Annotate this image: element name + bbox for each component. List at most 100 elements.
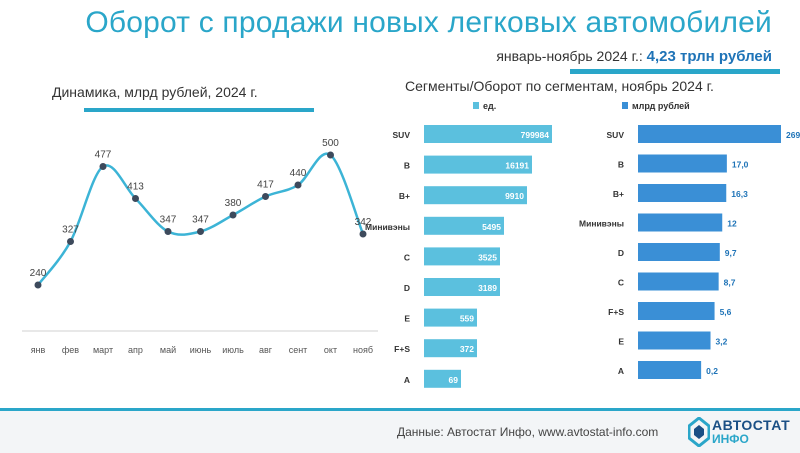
- bar: [638, 184, 727, 202]
- line-value-label: 380: [225, 198, 242, 209]
- x-tick-label: апр: [128, 345, 143, 355]
- bar-value-label: 9,7: [725, 248, 737, 258]
- line-point: [229, 211, 237, 219]
- bar: [424, 155, 532, 174]
- period-label: январь-ноябрь 2024 г.:: [496, 48, 647, 64]
- bar-category-label: SUV: [607, 130, 625, 140]
- source-text: Данные: Автостат Инфо, www.avtostat-info…: [397, 425, 659, 439]
- bar-value-label: 0,2: [706, 366, 718, 376]
- bar-category-label: A: [618, 366, 624, 376]
- bar-value-label: 799984: [521, 130, 550, 140]
- bar: [424, 186, 527, 205]
- bar-value-label: 5,6: [720, 307, 732, 317]
- line-value-label: 240: [30, 268, 47, 279]
- bar: [638, 331, 711, 350]
- bar: [638, 272, 719, 291]
- bar-category-label: F+S: [394, 344, 410, 354]
- line-value-label: 440: [290, 168, 307, 179]
- x-tick-label: март: [93, 345, 113, 355]
- bar: [424, 339, 477, 358]
- x-tick-label: июль: [222, 345, 244, 355]
- bar-value-label: 3525: [478, 252, 497, 262]
- logo-line-2: ИНФО: [712, 432, 749, 446]
- x-tick-label: май: [160, 345, 176, 355]
- line-point: [99, 163, 107, 170]
- line-point: [294, 181, 302, 189]
- line-value-label: 413: [127, 182, 144, 193]
- legend-swatch: [622, 102, 628, 109]
- bar-category-label: F+S: [608, 307, 624, 317]
- line-value-label: 417: [257, 180, 274, 191]
- line-point: [359, 230, 367, 238]
- bar-value-label: 17,0: [732, 160, 749, 170]
- bar-category-label: D: [618, 248, 624, 258]
- footer-divider: [0, 408, 800, 411]
- bar-category-label: B: [404, 161, 410, 171]
- bar-charts-title: Сегменты/Оборот по сегментам, ноябрь 202…: [405, 78, 714, 94]
- bar: [424, 216, 504, 235]
- x-tick-label: июнь: [190, 345, 212, 355]
- bar-category-label: A: [404, 375, 410, 385]
- line-value-label: 500: [322, 138, 339, 149]
- bar-category-label: B+: [613, 189, 624, 199]
- bar-value-label: 12: [727, 219, 737, 229]
- x-tick-label: нояб: [353, 345, 373, 355]
- page-title: Оборот с продажи новых легковых автомоби…: [85, 6, 772, 39]
- bar-category-label: C: [404, 252, 410, 262]
- avtostat-logo: АВТОСТАТ ИНФО: [688, 414, 794, 450]
- line-point: [132, 195, 139, 202]
- x-tick-label: авг: [259, 345, 273, 355]
- line-chart-title: Динамика, млрд рублей, 2024 г.: [52, 84, 258, 100]
- logo-line-1: АВТОСТАТ: [712, 417, 791, 433]
- logo-mark-icon: [688, 417, 710, 447]
- line-point: [197, 228, 204, 235]
- bar-category-label: B: [618, 160, 624, 170]
- total-value: 4,23 трлн рублей: [646, 48, 772, 65]
- bar-value-label: 3,2: [716, 337, 728, 347]
- x-tick-label: сент: [289, 345, 308, 355]
- bar: [424, 308, 477, 327]
- bar-value-label: 5495: [482, 222, 501, 232]
- charts-canvas: 240 янв 327 фев 477 март 413 апр 347 май 347 июнь 38…: [22, 101, 800, 388]
- x-tick-label: фев: [62, 345, 79, 355]
- line-value-label: 342: [355, 217, 372, 228]
- bar-value-label: 559: [460, 314, 474, 324]
- line-value-label: 327: [62, 225, 79, 236]
- x-tick-label: янв: [31, 345, 46, 355]
- line-point: [327, 151, 334, 159]
- bar-value-label: 372: [460, 344, 474, 354]
- legend-label: млрд рублей: [632, 101, 690, 111]
- bar: [424, 125, 552, 143]
- bar: [638, 243, 720, 261]
- bar-category-label: B+: [399, 191, 410, 201]
- bar: [424, 369, 461, 388]
- footer: [0, 411, 800, 453]
- x-tick-label: окт: [324, 345, 337, 355]
- legend-label: ед.: [483, 101, 496, 111]
- line-point: [34, 281, 42, 289]
- bar-value-label: 8,7: [724, 278, 736, 288]
- line-value-label: 347: [160, 215, 177, 226]
- bar: [638, 302, 715, 320]
- legend-swatch: [473, 102, 479, 109]
- bar: [638, 125, 781, 143]
- line-point: [67, 238, 74, 245]
- bar-value-label: 9910: [505, 191, 524, 201]
- bar-category-label: E: [618, 337, 624, 347]
- line-value-label: 477: [95, 150, 112, 161]
- bar-value-label: 3189: [478, 283, 497, 293]
- bar-category-label: Минивэны: [579, 219, 624, 229]
- bar-category-label: Минивэны: [365, 222, 410, 232]
- line-point: [164, 228, 172, 235]
- bar-category-label: D: [404, 283, 410, 293]
- bar-category-label: C: [618, 278, 624, 288]
- bar-category-label: SUV: [393, 130, 411, 140]
- line-value-label: 347: [192, 215, 209, 226]
- line-point: [262, 193, 269, 200]
- bar-value-label: 16191: [505, 161, 529, 171]
- bar: [424, 278, 500, 296]
- summary-underline: [570, 69, 780, 74]
- bar: [638, 213, 723, 232]
- bar: [638, 154, 727, 173]
- bar-value-label: 69: [449, 375, 459, 385]
